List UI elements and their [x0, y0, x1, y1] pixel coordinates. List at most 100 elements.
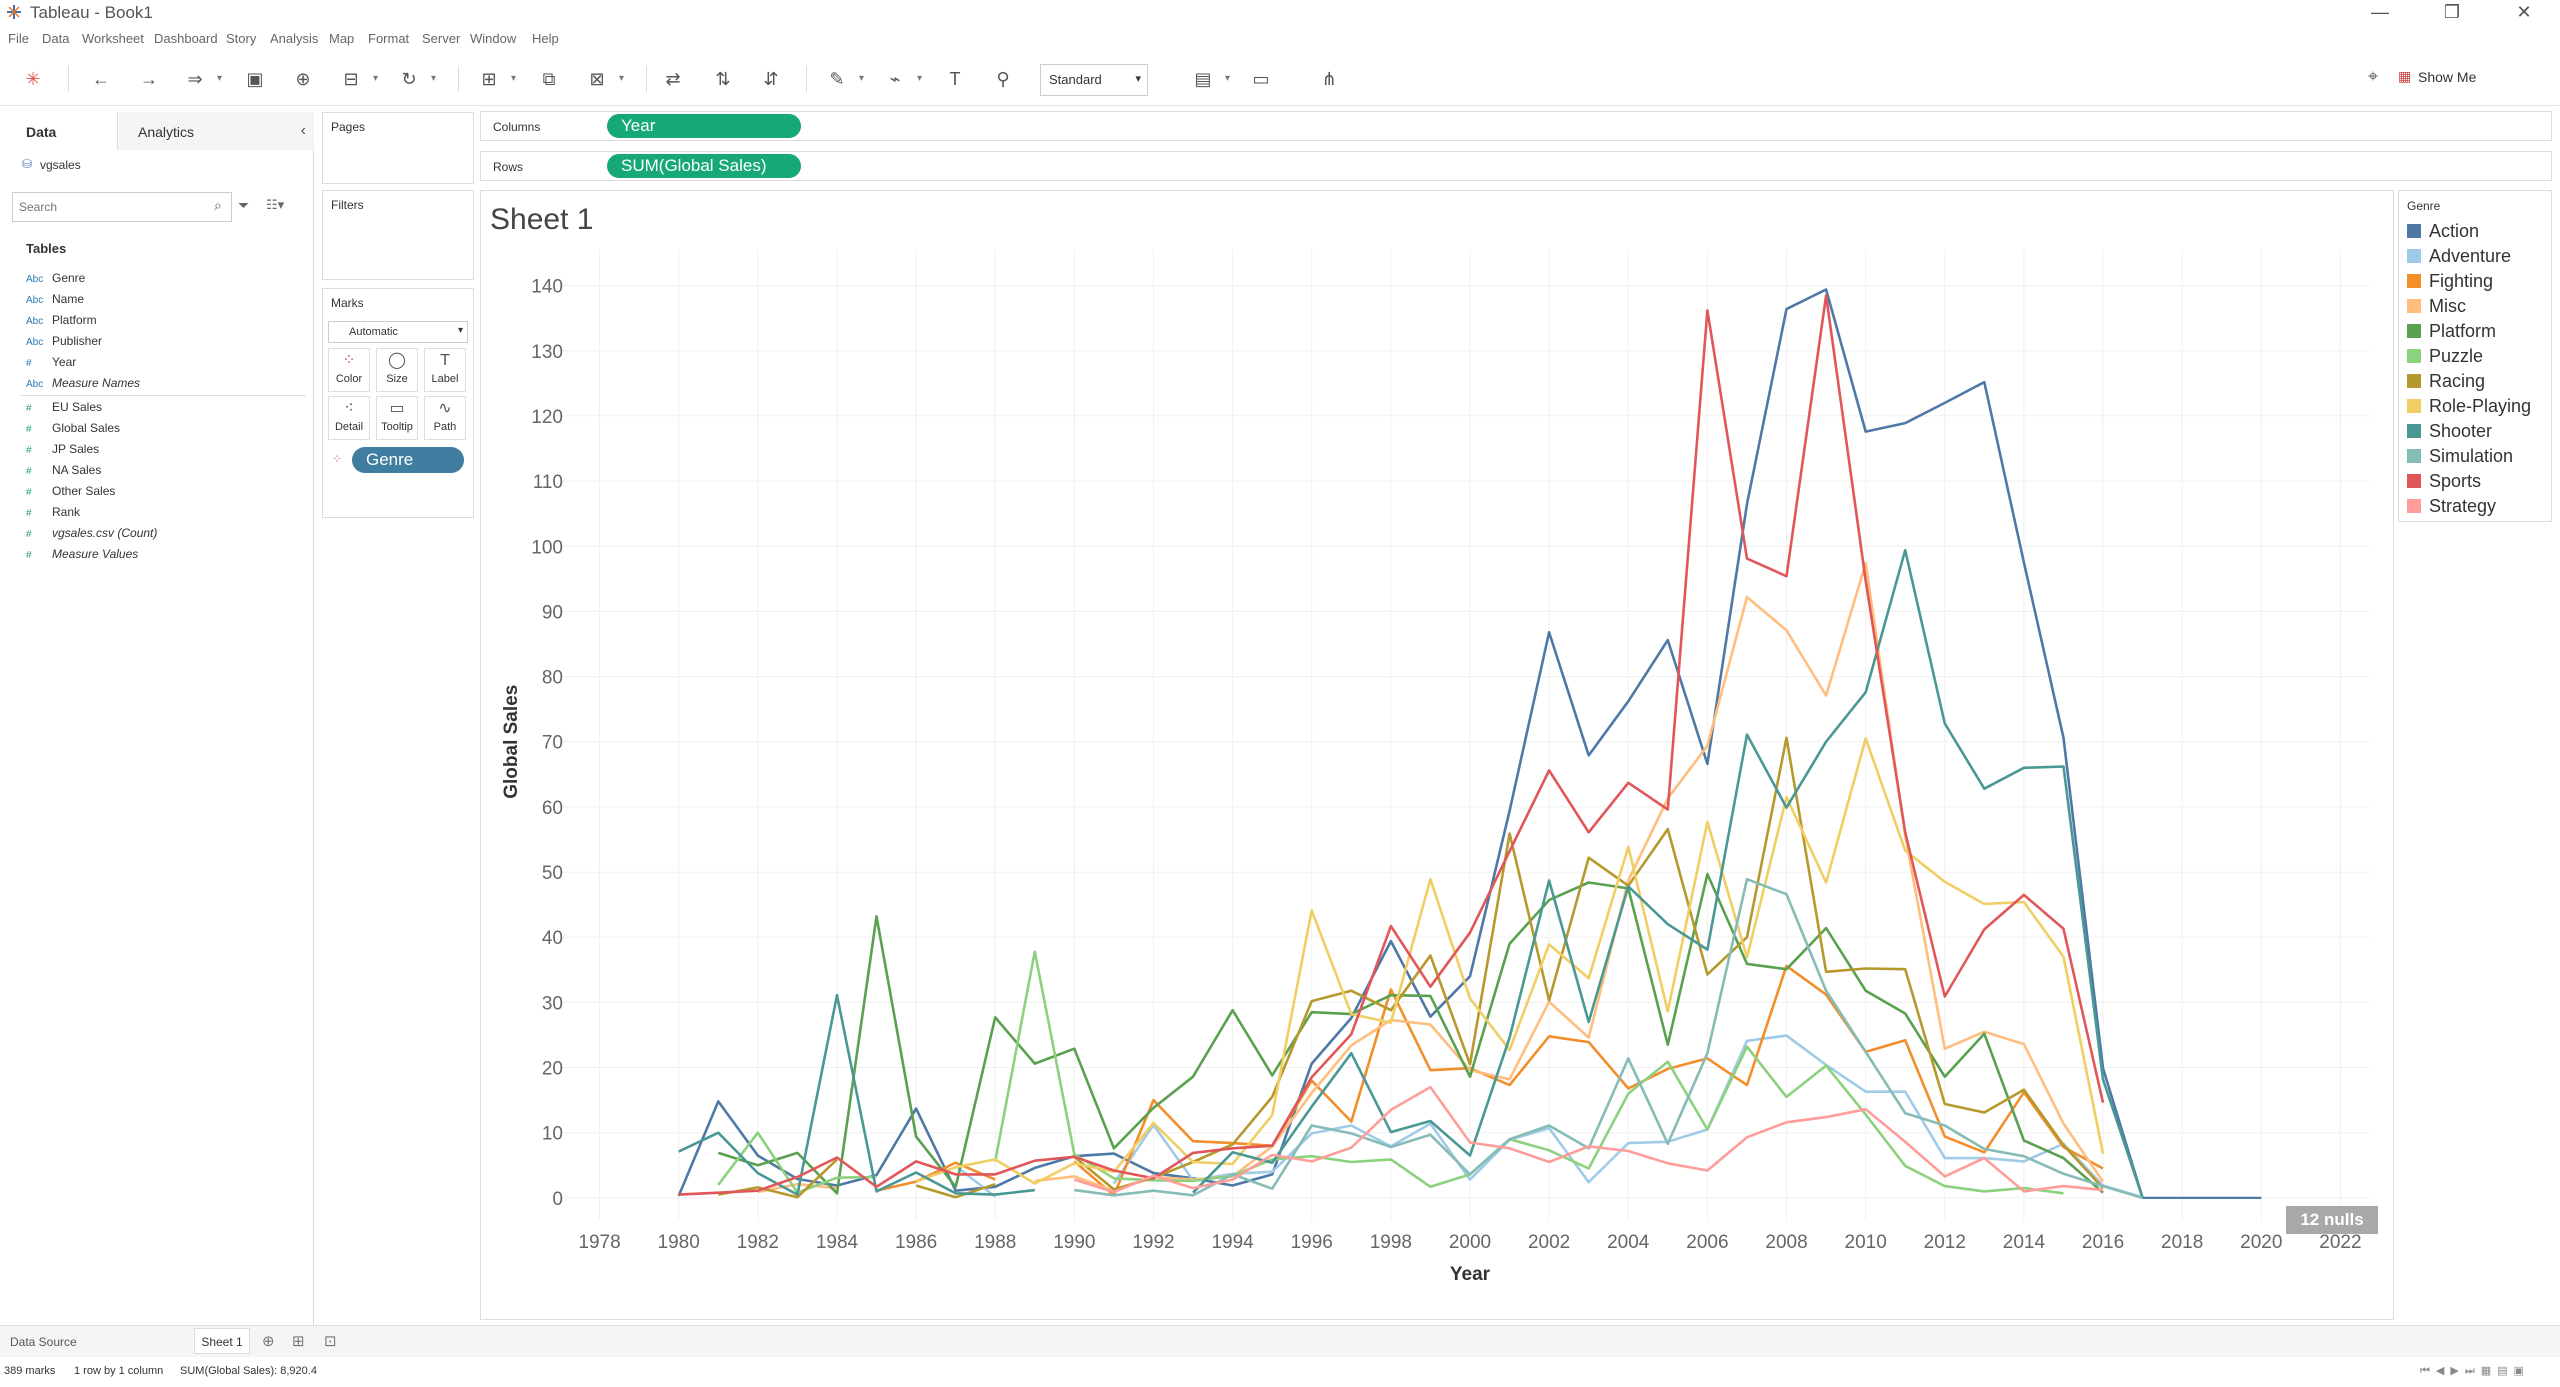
field-name[interactable]: Abc Name	[26, 292, 84, 310]
highlight-icon[interactable]: ✎	[824, 66, 864, 92]
refresh-icon[interactable]: ↻	[396, 66, 436, 92]
tableau-home-icon[interactable]: ✳	[25, 69, 41, 89]
new-dashboard-tab-icon[interactable]: ⊞	[292, 1333, 305, 1350]
fix-axes-icon[interactable]: ⚲	[996, 69, 1010, 89]
field-rank[interactable]: # Rank	[26, 505, 80, 523]
year-pill[interactable]: Year	[607, 114, 801, 138]
tab-data[interactable]: Data	[0, 112, 118, 150]
sort-descending-icon[interactable]: ⇵	[763, 69, 779, 89]
menu-worksheet[interactable]: Worksheet	[82, 31, 144, 46]
pages-card[interactable]: Pages	[322, 112, 474, 184]
legend-item-misc[interactable]: Misc	[2407, 296, 2466, 318]
menu-map[interactable]: Map	[329, 31, 355, 46]
menu-file[interactable]: File	[8, 31, 29, 46]
search-input[interactable]	[12, 192, 232, 222]
nulls-indicator[interactable]: 12 nulls	[2286, 1206, 2378, 1234]
legend-item-adventure[interactable]: Adventure	[2407, 246, 2511, 268]
legend-item-platform[interactable]: Platform	[2407, 321, 2496, 343]
pause-updates-icon[interactable]: ⊟	[338, 66, 378, 92]
menu-dashboard[interactable]: Dashboard	[154, 31, 218, 46]
new-datasource-icon[interactable]: ⊕	[295, 69, 311, 89]
field-global-sales[interactable]: # Global Sales	[26, 421, 120, 439]
duplicate-sheet-icon[interactable]: ⧉	[542, 69, 556, 89]
filter-icon[interactable]: ⏷	[238, 197, 250, 213]
field-jp-sales[interactable]: # JP Sales	[26, 442, 99, 460]
share-icon[interactable]: ⋔	[1321, 69, 1337, 89]
legend-item-shooter[interactable]: Shooter	[2407, 421, 2492, 443]
new-worksheet-tab-icon[interactable]: ⊕	[262, 1333, 275, 1350]
menu-help[interactable]: Help	[532, 31, 559, 46]
group-members-icon[interactable]: ⌁	[882, 66, 922, 92]
legend-item-fighting[interactable]: Fighting	[2407, 271, 2493, 293]
field-genre[interactable]: Abc Genre	[26, 271, 85, 289]
y-tick-label: 100	[531, 537, 563, 558]
tooltip-button[interactable]: ▭ Tooltip	[376, 396, 418, 440]
global-sales-pill[interactable]: SUM(Global Sales)	[607, 154, 801, 178]
menu-server[interactable]: Server	[422, 31, 461, 46]
field-platform[interactable]: Abc Platform	[26, 313, 97, 331]
field-publisher[interactable]: Abc Publisher	[26, 334, 102, 352]
sheet-tab[interactable]: Sheet 1	[194, 1328, 250, 1354]
view-options-icon[interactable]: ☷▾	[266, 197, 285, 212]
collapse-pane-icon[interactable]: ‹	[300, 122, 306, 139]
redo-icon[interactable]: →	[140, 69, 158, 89]
legend-item-role-playing[interactable]: Role-Playing	[2407, 396, 2531, 418]
data-source-tab[interactable]: Data Source	[10, 1335, 77, 1349]
show-cards-icon[interactable]: ▤	[1190, 66, 1230, 92]
mark-type-select[interactable]: Automatic	[328, 321, 468, 343]
restore-icon[interactable]: ❐	[2443, 2, 2461, 22]
clear-sheet-icon[interactable]: ⊠	[584, 66, 624, 92]
label-button[interactable]: T Label	[424, 348, 466, 392]
minimize-icon[interactable]: —	[2371, 2, 2389, 22]
size-button[interactable]: ◯ Size	[376, 348, 418, 392]
menu-story[interactable]: Story	[226, 31, 257, 46]
line-chart[interactable]: 0 10 20 30 40 50 60 70 80 90 100 110 120 130 140 1978 19…	[480, 240, 2390, 1310]
replay-icon[interactable]: ⇒	[182, 66, 222, 92]
filters-label: Filters	[331, 198, 364, 212]
rows-shelf[interactable]: Rows SUM(Global Sales)	[480, 151, 2552, 181]
field-year[interactable]: # Year	[26, 355, 76, 373]
highlighter-icon[interactable]: ⌖	[2368, 66, 2379, 86]
x-tick-label: 2006	[1686, 1232, 1728, 1253]
field-na-sales[interactable]: # NA Sales	[26, 463, 101, 481]
show-mark-labels-icon[interactable]: T	[949, 69, 961, 89]
menu-window[interactable]: Window	[470, 31, 517, 46]
legend-item-simulation[interactable]: Simulation	[2407, 446, 2513, 468]
menu-format[interactable]: Format	[368, 31, 410, 46]
presentation-mode-icon[interactable]: ▭	[1252, 69, 1270, 89]
genre-color-pill[interactable]: Genre	[352, 447, 464, 473]
show-me-button[interactable]: Show Me	[2418, 69, 2477, 85]
field-eu-sales[interactable]: # EU Sales	[26, 400, 102, 418]
field-count[interactable]: # vgsales.csv (Count)	[26, 526, 157, 544]
path-button[interactable]: ∿ Path	[424, 396, 466, 440]
datasource-name[interactable]: vgsales	[40, 158, 81, 172]
field-other-sales[interactable]: # Other Sales	[26, 484, 115, 502]
sheet-navigation[interactable]: ⏮◀▶⏭▦▤▣	[2420, 1365, 2530, 1377]
tooltip-label: Tooltip	[381, 421, 413, 433]
fit-select[interactable]: Standard	[1040, 64, 1148, 96]
menu-data[interactable]: Data	[42, 31, 70, 46]
menu-analysis[interactable]: Analysis	[270, 31, 319, 46]
field-measure-values[interactable]: # Measure Values	[26, 547, 138, 565]
tab-analytics[interactable]: Analytics	[118, 112, 314, 150]
color-button[interactable]: ⁘ Color	[328, 348, 370, 392]
field-measure-names[interactable]: Abc Measure Names	[26, 376, 140, 394]
swap-axes-icon[interactable]: ⇄	[665, 69, 681, 89]
legend-item-action[interactable]: Action	[2407, 221, 2479, 243]
new-story-tab-icon[interactable]: ⊡	[324, 1333, 337, 1350]
close-icon[interactable]: ✕	[2516, 2, 2532, 22]
save-icon[interactable]: ▣	[246, 69, 264, 89]
y-tick-label: 10	[542, 1124, 563, 1145]
legend-item-puzzle[interactable]: Puzzle	[2407, 346, 2483, 368]
show-me-icon[interactable]: ▦	[2398, 68, 2412, 84]
legend-item-racing[interactable]: Racing	[2407, 371, 2485, 393]
columns-shelf[interactable]: Columns Year	[480, 111, 2552, 141]
legend-item-sports[interactable]: Sports	[2407, 471, 2481, 493]
sort-ascending-icon[interactable]: ⇅	[715, 69, 731, 89]
detail-button[interactable]: ⁖ Detail	[328, 396, 370, 440]
filters-card[interactable]: Filters	[322, 190, 474, 280]
new-worksheet-icon[interactable]: ⊞	[476, 66, 516, 92]
legend-item-strategy[interactable]: Strategy	[2407, 496, 2496, 518]
search-icon[interactable]: ⌕	[214, 197, 222, 213]
undo-icon[interactable]: ←	[92, 69, 110, 89]
